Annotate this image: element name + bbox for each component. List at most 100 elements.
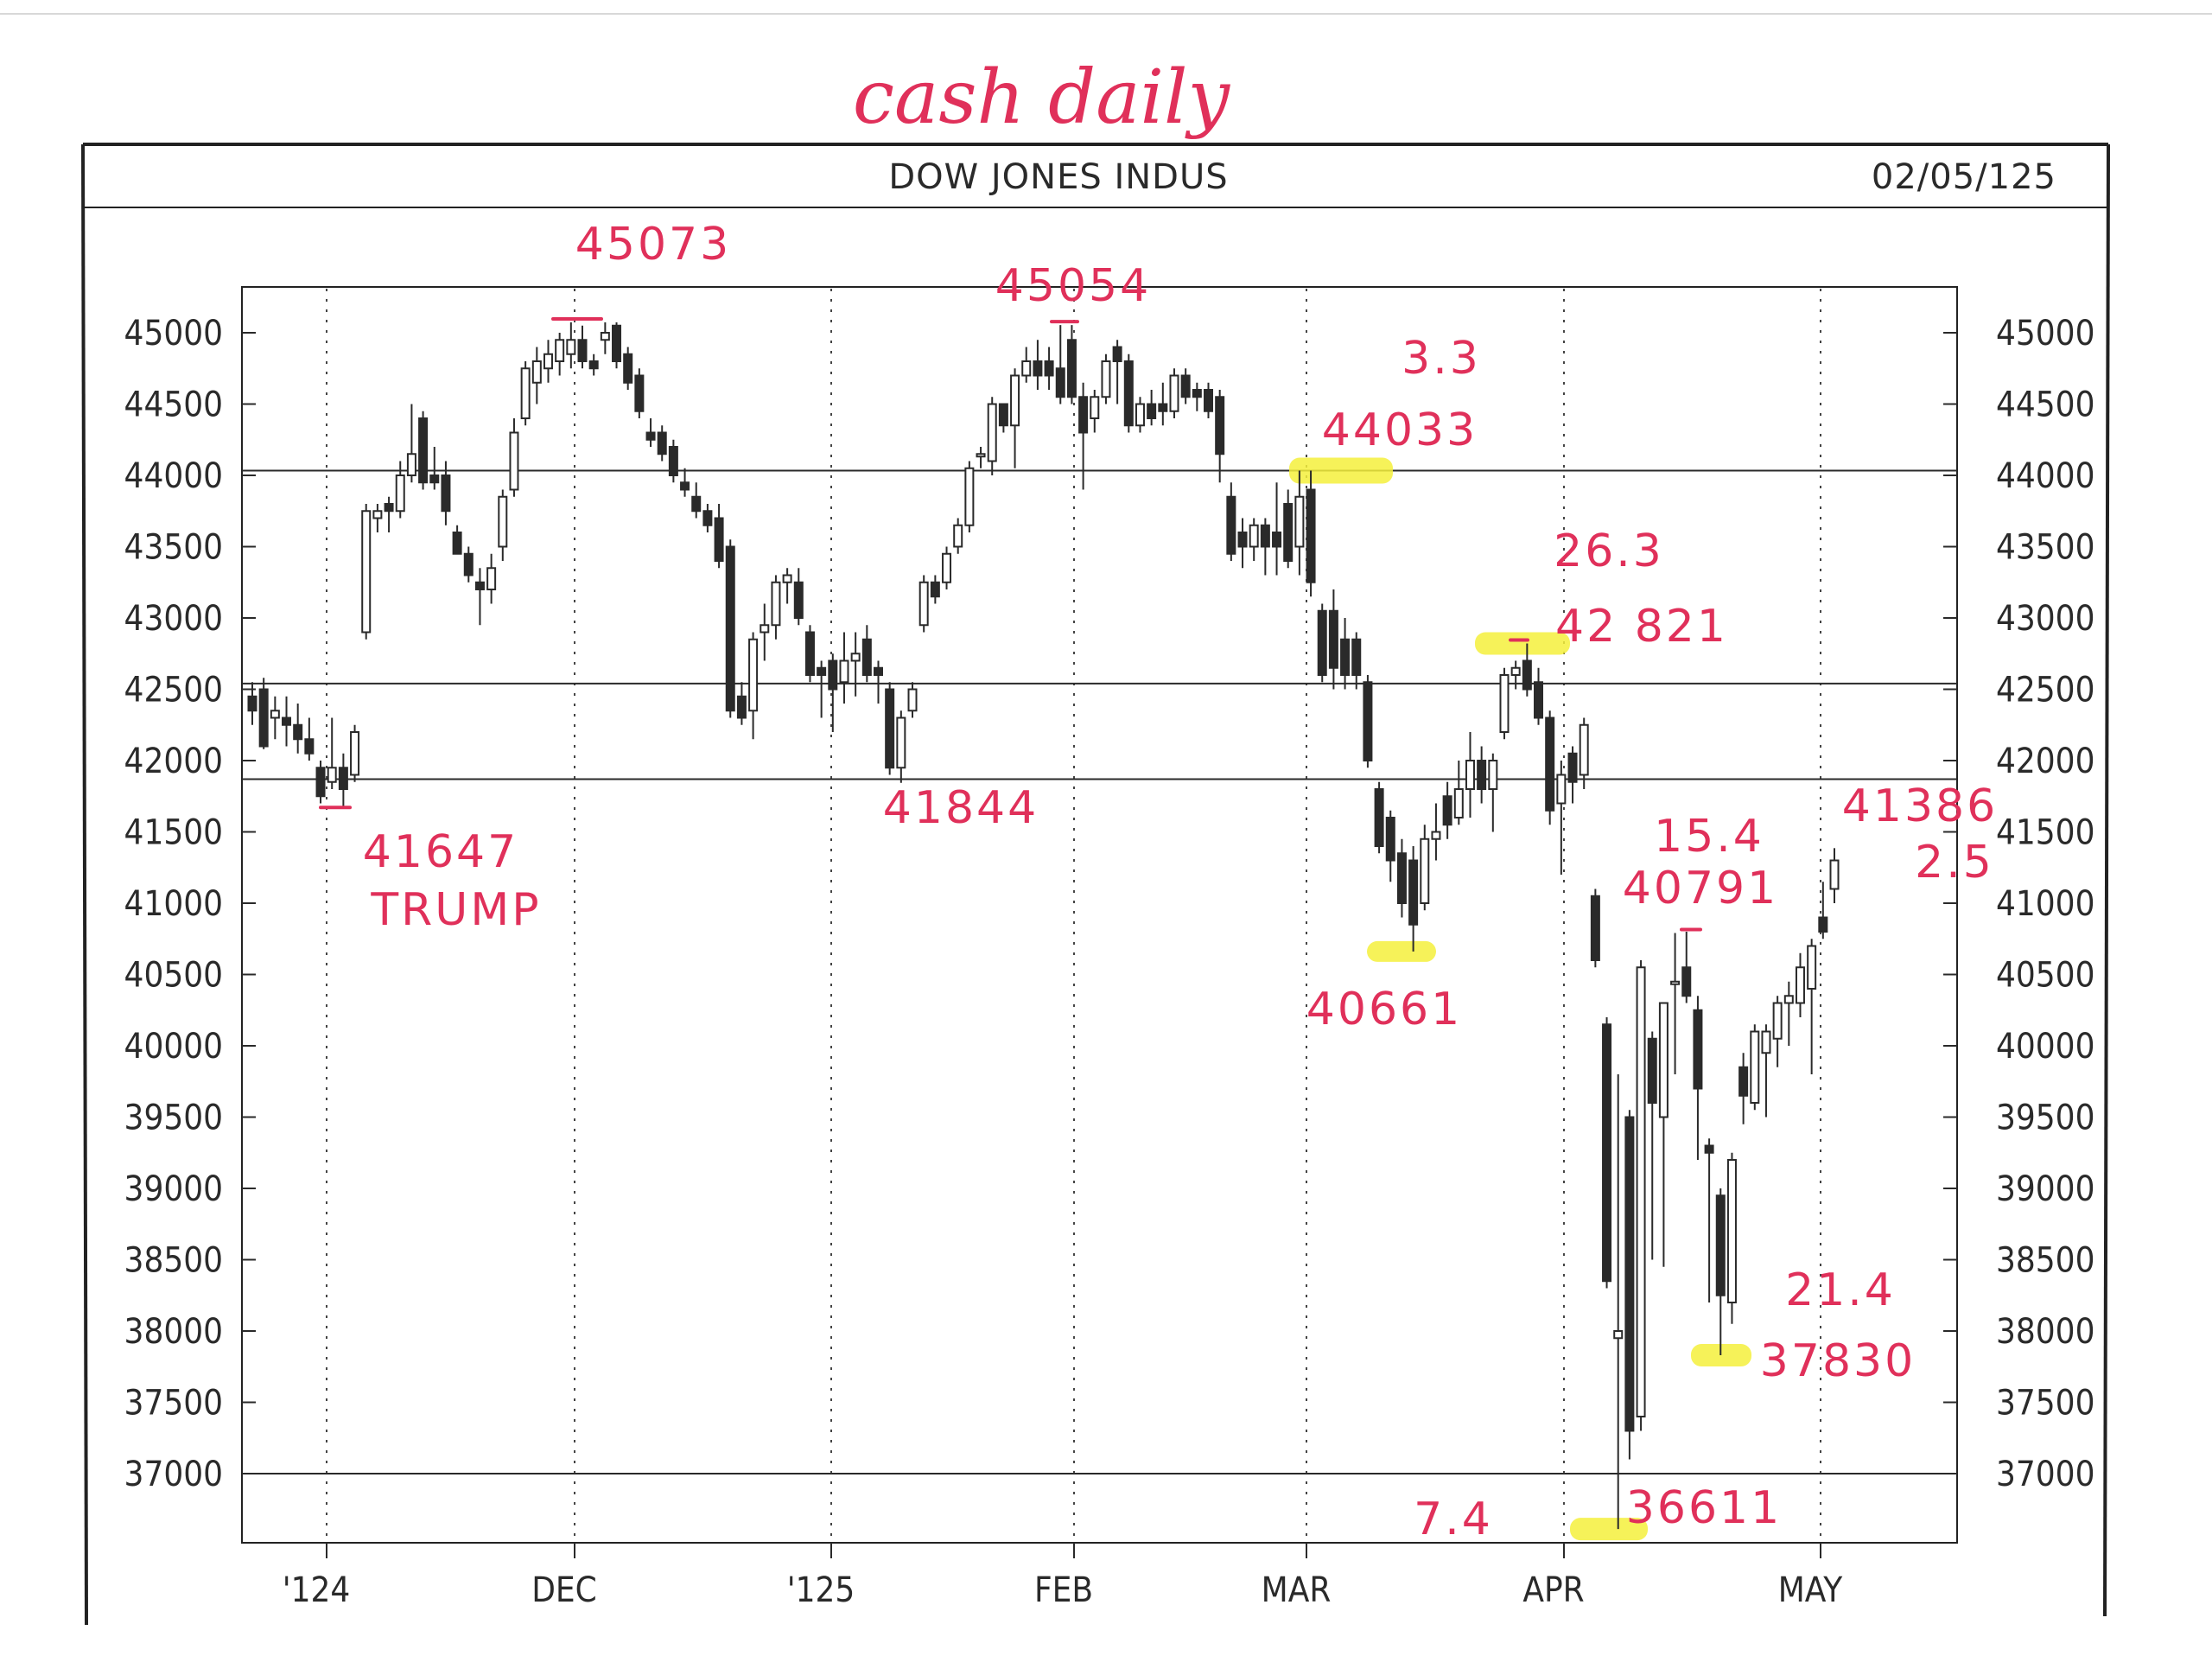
candle-body-up — [1169, 374, 1179, 412]
candle-body-down — [1738, 1066, 1749, 1097]
candle-body-up — [1795, 966, 1805, 1004]
candle-body-down — [1158, 403, 1168, 412]
candle-body-up — [1499, 674, 1510, 733]
candle-body-up — [1021, 360, 1032, 377]
candle-body-up — [771, 581, 781, 627]
y-tick-label-right: 40000 — [1996, 1027, 2094, 1067]
candle-body-down — [247, 695, 257, 712]
y-tick-label-right: 38000 — [1996, 1312, 2094, 1352]
candle-body-down — [623, 353, 633, 384]
y-tick-label-left: 44500 — [124, 385, 223, 425]
candle-body-up — [1090, 396, 1100, 419]
candle-body-down — [793, 581, 804, 619]
candle-body-down — [873, 666, 883, 676]
candle-body-down — [452, 532, 462, 555]
annotation-label: 45054 — [995, 260, 1151, 312]
annotation-label: 21.4 — [1785, 1264, 1896, 1316]
candle-body-down — [1340, 638, 1351, 676]
candle-body-down — [441, 474, 451, 513]
candle-body-down — [1408, 859, 1419, 926]
candle-body-down — [1602, 1023, 1612, 1283]
candle-body-down — [293, 723, 303, 741]
candle-body-down — [1385, 817, 1395, 862]
candle-body-up — [782, 574, 792, 583]
candle-body-up — [486, 567, 497, 590]
candle-body-down — [1237, 532, 1248, 548]
candle-body-down — [1192, 389, 1202, 398]
candle-body-down — [680, 481, 690, 491]
candle-body-down — [1055, 367, 1065, 398]
candle-body-down — [1704, 1144, 1714, 1154]
y-axis-left: 45000 44500 44000 43500 43000 42500 42000 41500… — [124, 314, 256, 1494]
annotation-label: 36611 — [1626, 1482, 1782, 1534]
candle-body-down — [1180, 374, 1191, 398]
candle-body-up — [555, 339, 565, 362]
highlighter-marks — [1289, 457, 1751, 1541]
candle-body-up — [361, 510, 372, 634]
x-tick-label: '124 — [283, 1570, 351, 1610]
x-tick-label: '125 — [787, 1570, 855, 1610]
candle-body-down — [1590, 895, 1600, 961]
y-tick-label-right: 38500 — [1996, 1241, 2094, 1281]
y-tick-label-left: 39000 — [124, 1169, 223, 1209]
candle-body-down — [418, 417, 429, 484]
candle-body-down — [1681, 966, 1692, 997]
candle-body-down — [315, 767, 326, 798]
candle-body-up — [520, 367, 531, 419]
candle-body-up — [406, 453, 416, 476]
y-tick-label-left: 37500 — [124, 1384, 223, 1423]
annotation-label: 41647 — [363, 826, 518, 878]
candle-body-down — [657, 431, 667, 455]
y-tick-label-left: 40500 — [124, 956, 223, 996]
candle-body-up — [1465, 760, 1475, 790]
candle-body-up — [327, 767, 337, 783]
y-tick-label-right: 43000 — [1996, 599, 2094, 639]
candle-body-up — [350, 731, 360, 776]
y-tick-label-right: 43500 — [1996, 528, 2094, 568]
candle-body-up — [942, 552, 952, 583]
candle-body-down — [725, 545, 735, 712]
x-tick-label: APR — [1522, 1570, 1584, 1610]
highlight-mark — [1367, 940, 1436, 962]
candle-body-up — [987, 403, 997, 462]
candle-body-down — [885, 688, 895, 769]
candle-body-down — [429, 474, 440, 484]
candle-body-up — [1726, 1159, 1737, 1303]
candle-body-up — [1488, 760, 1498, 790]
candle-body-down — [1477, 760, 1487, 790]
candle-body-up — [1807, 945, 1817, 990]
x-axis: '124 DEC '125 FEB MAR APR MAY — [283, 1543, 1843, 1610]
candle-body-up — [850, 653, 861, 662]
candle-body-down — [1112, 346, 1122, 362]
candle-body-down — [1123, 360, 1134, 427]
candle-body-down — [1226, 495, 1236, 555]
candle-body-down — [804, 631, 815, 676]
candle-body-up — [953, 524, 963, 548]
annotation-label: 2.5 — [1915, 837, 1994, 888]
candle-body-down — [828, 659, 838, 691]
candle-body-up — [543, 353, 553, 370]
candle-body-up — [896, 716, 906, 769]
x-tick-label: FEB — [1034, 1570, 1093, 1610]
candle-body-down — [702, 510, 713, 526]
candle-body-up — [918, 581, 929, 627]
candle-body-down — [258, 688, 269, 748]
y-tick-label-right: 44500 — [1996, 385, 2094, 425]
y-tick-label-left: 45000 — [124, 314, 223, 353]
y-tick-label-left: 41500 — [124, 813, 223, 853]
candle-body-down — [1147, 403, 1157, 419]
candle-body-down — [1818, 916, 1828, 933]
candle-body-down — [474, 581, 485, 590]
y-axis-right: 45000 44500 44000 43500 43000 42500 42000 41500… — [1943, 314, 2094, 1494]
candle-body-up — [498, 495, 508, 548]
candle-body-down — [304, 738, 315, 755]
candle-body-up — [1510, 666, 1521, 676]
candle-body-down — [714, 517, 724, 562]
candle-body-down — [1715, 1194, 1726, 1296]
candle-body-up — [1761, 1030, 1771, 1054]
annotation-label: 15.4 — [1654, 811, 1764, 863]
candle-body-up — [1556, 774, 1567, 805]
candle-body-up — [1135, 403, 1145, 427]
y-tick-label-right: 39500 — [1996, 1099, 2094, 1138]
